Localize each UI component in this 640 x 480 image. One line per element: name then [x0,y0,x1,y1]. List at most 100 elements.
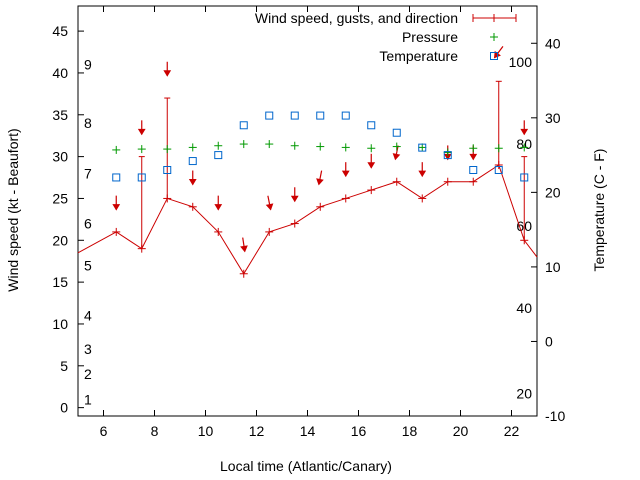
pressure-point [392,142,401,151]
temperature-point [316,111,325,120]
temperature-point [469,166,478,174]
wind-speed-point [367,186,376,195]
temperature-point [520,173,529,182]
beaufort-label: 1 [84,391,92,407]
wind-speed-point [290,219,299,228]
wind-speed-point [112,227,121,236]
y2-tick-label: -10 [545,408,565,424]
gust-bar [495,80,502,165]
y-tick-label: 30 [52,149,68,165]
wind-direction-arrow [240,237,248,253]
wind-direction-arrow [316,170,324,186]
y-tick-label: 15 [52,274,68,290]
wind-speed-point [239,269,248,278]
series-layer [77,46,538,278]
wind-speed-point [265,227,274,236]
legend: Wind speed, gusts, and direction Pressure… [255,10,517,64]
x-tick-label: 20 [453,423,469,439]
wind-direction-arrow [163,61,172,77]
pressure-point [290,141,299,150]
y2-axis-label: Temperature (C - F) [591,149,607,272]
pressure-point [494,144,503,153]
wind-direction-arrow [392,145,401,161]
wind-speed-point [392,177,401,186]
y2-tick-label: 30 [545,110,561,126]
temperature-point [112,173,121,182]
wind-direction-arrow [137,120,146,136]
temperature-point [163,166,172,174]
x-tick-label: 12 [249,423,265,439]
x-tick-label: 8 [151,423,159,439]
legend-swatch-temperature [490,52,498,60]
beaufort-label: 5 [84,257,92,273]
fahrenheit-label: 40 [516,300,532,316]
y2-tick-label: 10 [545,259,561,275]
temperature-point [418,143,427,152]
y-tick-label: 5 [60,358,68,374]
gust-bar [521,156,528,241]
wind-direction-arrow [367,153,376,169]
y-tick-label: 25 [52,190,68,206]
y2-tick-label: 0 [545,333,553,349]
x-tick-label: 18 [402,423,418,439]
beaufort-label: 2 [84,366,92,382]
wind-direction-arrow [341,162,350,178]
pressure-point [469,144,478,153]
fahrenheit-label: 100 [509,54,533,70]
wind-direction-arrow [418,162,427,178]
y-tick-label: 40 [52,65,68,81]
pressure-point [137,145,146,154]
wind-speed-point [316,202,325,211]
beaufort-label: 8 [84,115,92,131]
y-axis-ticks: 0 5 10 15 20 25 30 35 40 45 [52,23,84,416]
y-tick-label: 20 [52,232,68,248]
wind-direction-arrow [188,170,197,186]
x-axis-ticks: 6 8 10 12 14 16 18 20 22 [100,6,520,439]
temperature-point [265,111,274,120]
legend-label-pressure: Pressure [402,29,458,45]
y-tick-label: 45 [52,23,68,39]
x-tick-label: 10 [198,423,214,439]
pressure-point [520,143,529,152]
temperature-point [290,111,299,120]
y-tick-label: 0 [60,400,68,416]
pressure-point [443,148,452,157]
wind-speed-point [341,194,350,203]
pressure-point [418,143,427,152]
temperature-point [188,157,197,166]
temperature-point [392,128,401,137]
beaufort-label: 9 [84,57,92,73]
temperature-point [443,151,452,160]
x-tick-label: 22 [504,423,520,439]
plot-border [77,5,538,417]
y-axis-label: Wind speed (kt - Beaufort) [5,128,21,291]
x-tick-label: 6 [100,423,108,439]
wind-speed-point [418,194,427,203]
x-tick-label: 16 [351,423,367,439]
wind-direction-arrow [290,187,299,203]
temperature-point [239,121,248,130]
beaufort-labels: 1 2 3 4 5 6 7 8 9 [84,57,92,408]
pressure-point [265,140,274,149]
pressure-point [367,144,376,153]
temperature-point [137,173,146,182]
y2-axis-ticks: -10 0 10 20 30 40 [531,35,565,424]
y2-tick-label: 20 [545,184,561,200]
fahrenheit-label: 20 [516,386,532,402]
gust-bar [138,156,145,249]
beaufort-label: 6 [84,216,92,232]
temperature-point [367,121,376,130]
beaufort-label: 7 [84,165,92,181]
beaufort-label: 4 [84,308,92,324]
x-axis-label: Local time (Atlantic/Canary) [220,458,392,474]
temperature-point [341,111,350,120]
pressure-point [214,141,223,150]
pressure-point [163,145,172,154]
y-tick-label: 10 [52,316,68,332]
wind-speed-line [77,164,538,275]
temperature-point [494,166,503,174]
plot-frame [77,5,538,417]
wind-speed-point [443,177,452,186]
wind-direction-arrow [214,195,223,211]
